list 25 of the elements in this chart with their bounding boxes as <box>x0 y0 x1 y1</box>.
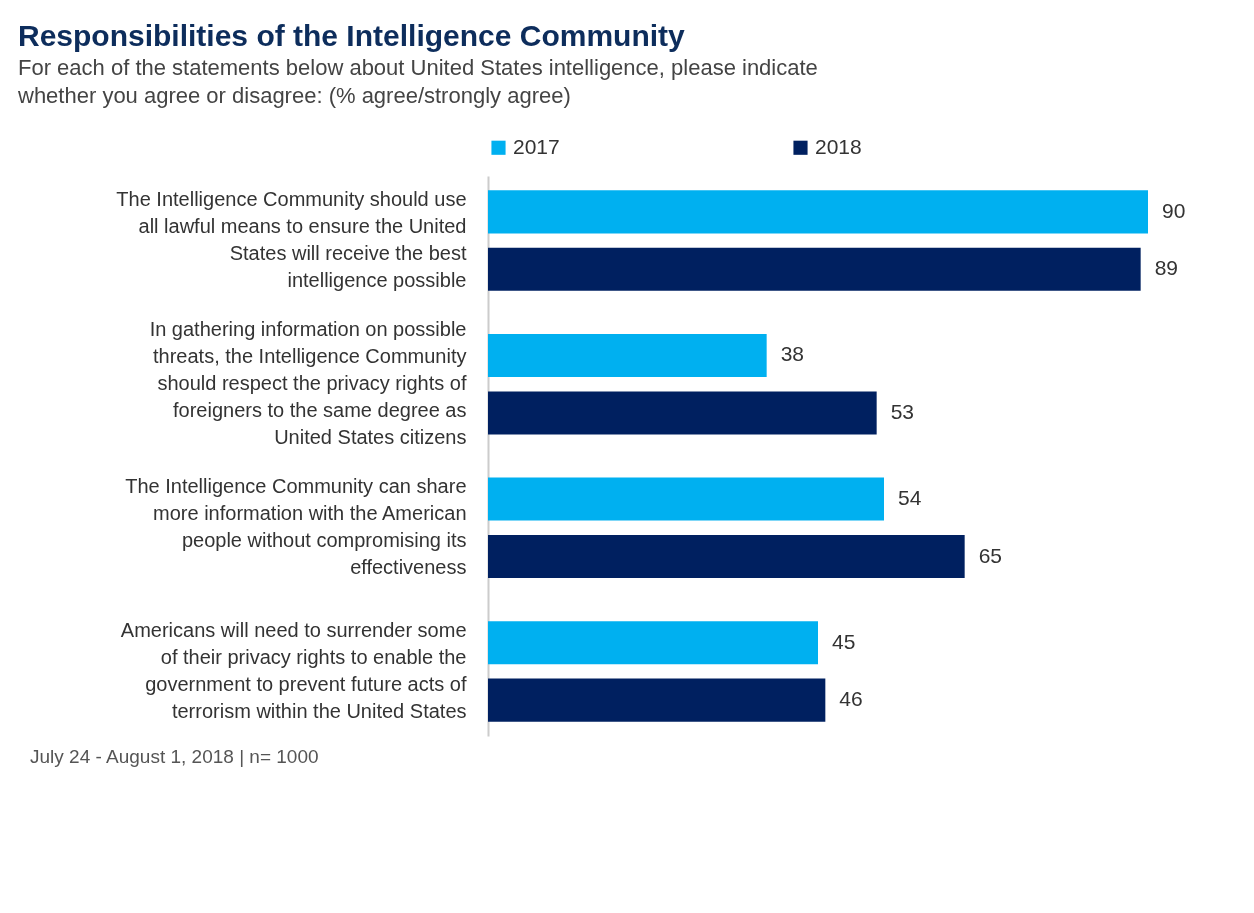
bar <box>488 247 1141 291</box>
bar <box>488 190 1148 234</box>
bar <box>488 391 877 435</box>
data-label: 90 <box>1162 198 1186 222</box>
data-label: 38 <box>780 342 805 366</box>
legend-label: 2018 <box>815 134 862 158</box>
y-tick-label: The Intelligence Community can share more information with the American people without compromising its effectiveness <box>125 475 467 579</box>
y-tick-label: Americans will need to surrender some of their privacy rights to enable the government to prevent future acts of terrorism within the United States <box>120 618 467 722</box>
chart-subtitle: For each of the statements below about United States intelligence, please indicate whether you agree or disagree: (% agree/strongly agree) <box>17 55 818 108</box>
data-label: 54 <box>898 486 922 510</box>
y-tick-label: The Intelligence Community should use all lawful means to ensure the United States will receive the best intelligence possible <box>116 188 467 292</box>
bar <box>488 333 767 378</box>
bar <box>488 678 826 722</box>
data-label: 45 <box>832 629 856 653</box>
legend-label: 2017 <box>513 134 560 158</box>
y-tick-label: In gathering information on possible threats, the Intelligence Community should respect the privacy rights of foreigners to the same degree as United States citizens <box>149 318 467 449</box>
bar <box>488 621 818 665</box>
text: July 24 - August 1, 2018 | n= 1000 <box>29 746 320 768</box>
data-label: 53 <box>890 399 915 423</box>
bar <box>488 477 884 521</box>
data-label: 89 <box>1154 256 1179 280</box>
chart-title: Responsibilities of the Intelligence Community <box>18 19 686 52</box>
data-label: 65 <box>978 543 1003 567</box>
data-label: 46 <box>839 687 863 711</box>
bar <box>488 534 965 579</box>
